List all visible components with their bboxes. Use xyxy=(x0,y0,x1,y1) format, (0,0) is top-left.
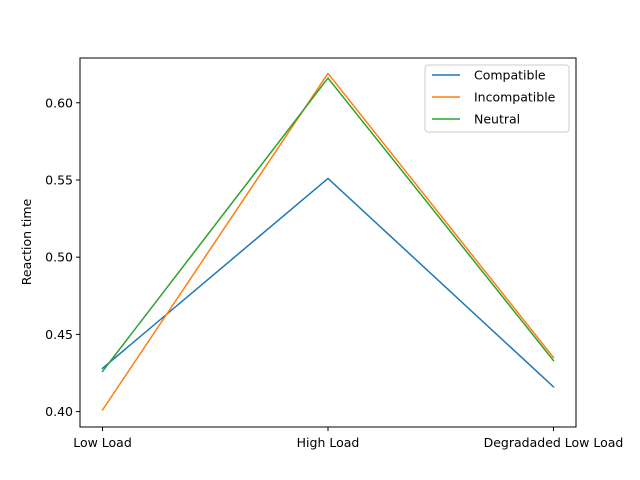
y-tick-label: 0.60 xyxy=(45,95,73,110)
x-tick-label: High Load xyxy=(297,435,360,450)
y-tick-label: 0.45 xyxy=(45,327,73,342)
series-line-incompatible xyxy=(101,72,555,412)
series-line-compatible xyxy=(101,177,555,388)
legend: Compatible Incompatible Neutral xyxy=(424,64,570,133)
x-tick-label: Degradaded Low Load xyxy=(484,435,624,450)
x-tick-label: Low Load xyxy=(73,435,132,450)
x-axis: Low Load High Load Degradaded Low Load xyxy=(73,427,623,450)
y-tick-label: 0.55 xyxy=(45,172,73,187)
y-tick-label: 0.40 xyxy=(45,404,73,419)
series-line-neutral xyxy=(101,77,555,373)
legend-label-compatible: Compatible xyxy=(474,68,546,83)
y-axis: 0.40 0.45 0.50 0.55 0.60 xyxy=(45,95,80,419)
series-lines xyxy=(101,72,555,412)
legend-box xyxy=(424,64,570,133)
y-tick-label: 0.50 xyxy=(45,250,73,265)
legend-label-incompatible: Incompatible xyxy=(474,90,556,105)
legend-label-neutral: Neutral xyxy=(474,112,520,127)
y-axis-label: Reaction time xyxy=(19,198,34,285)
